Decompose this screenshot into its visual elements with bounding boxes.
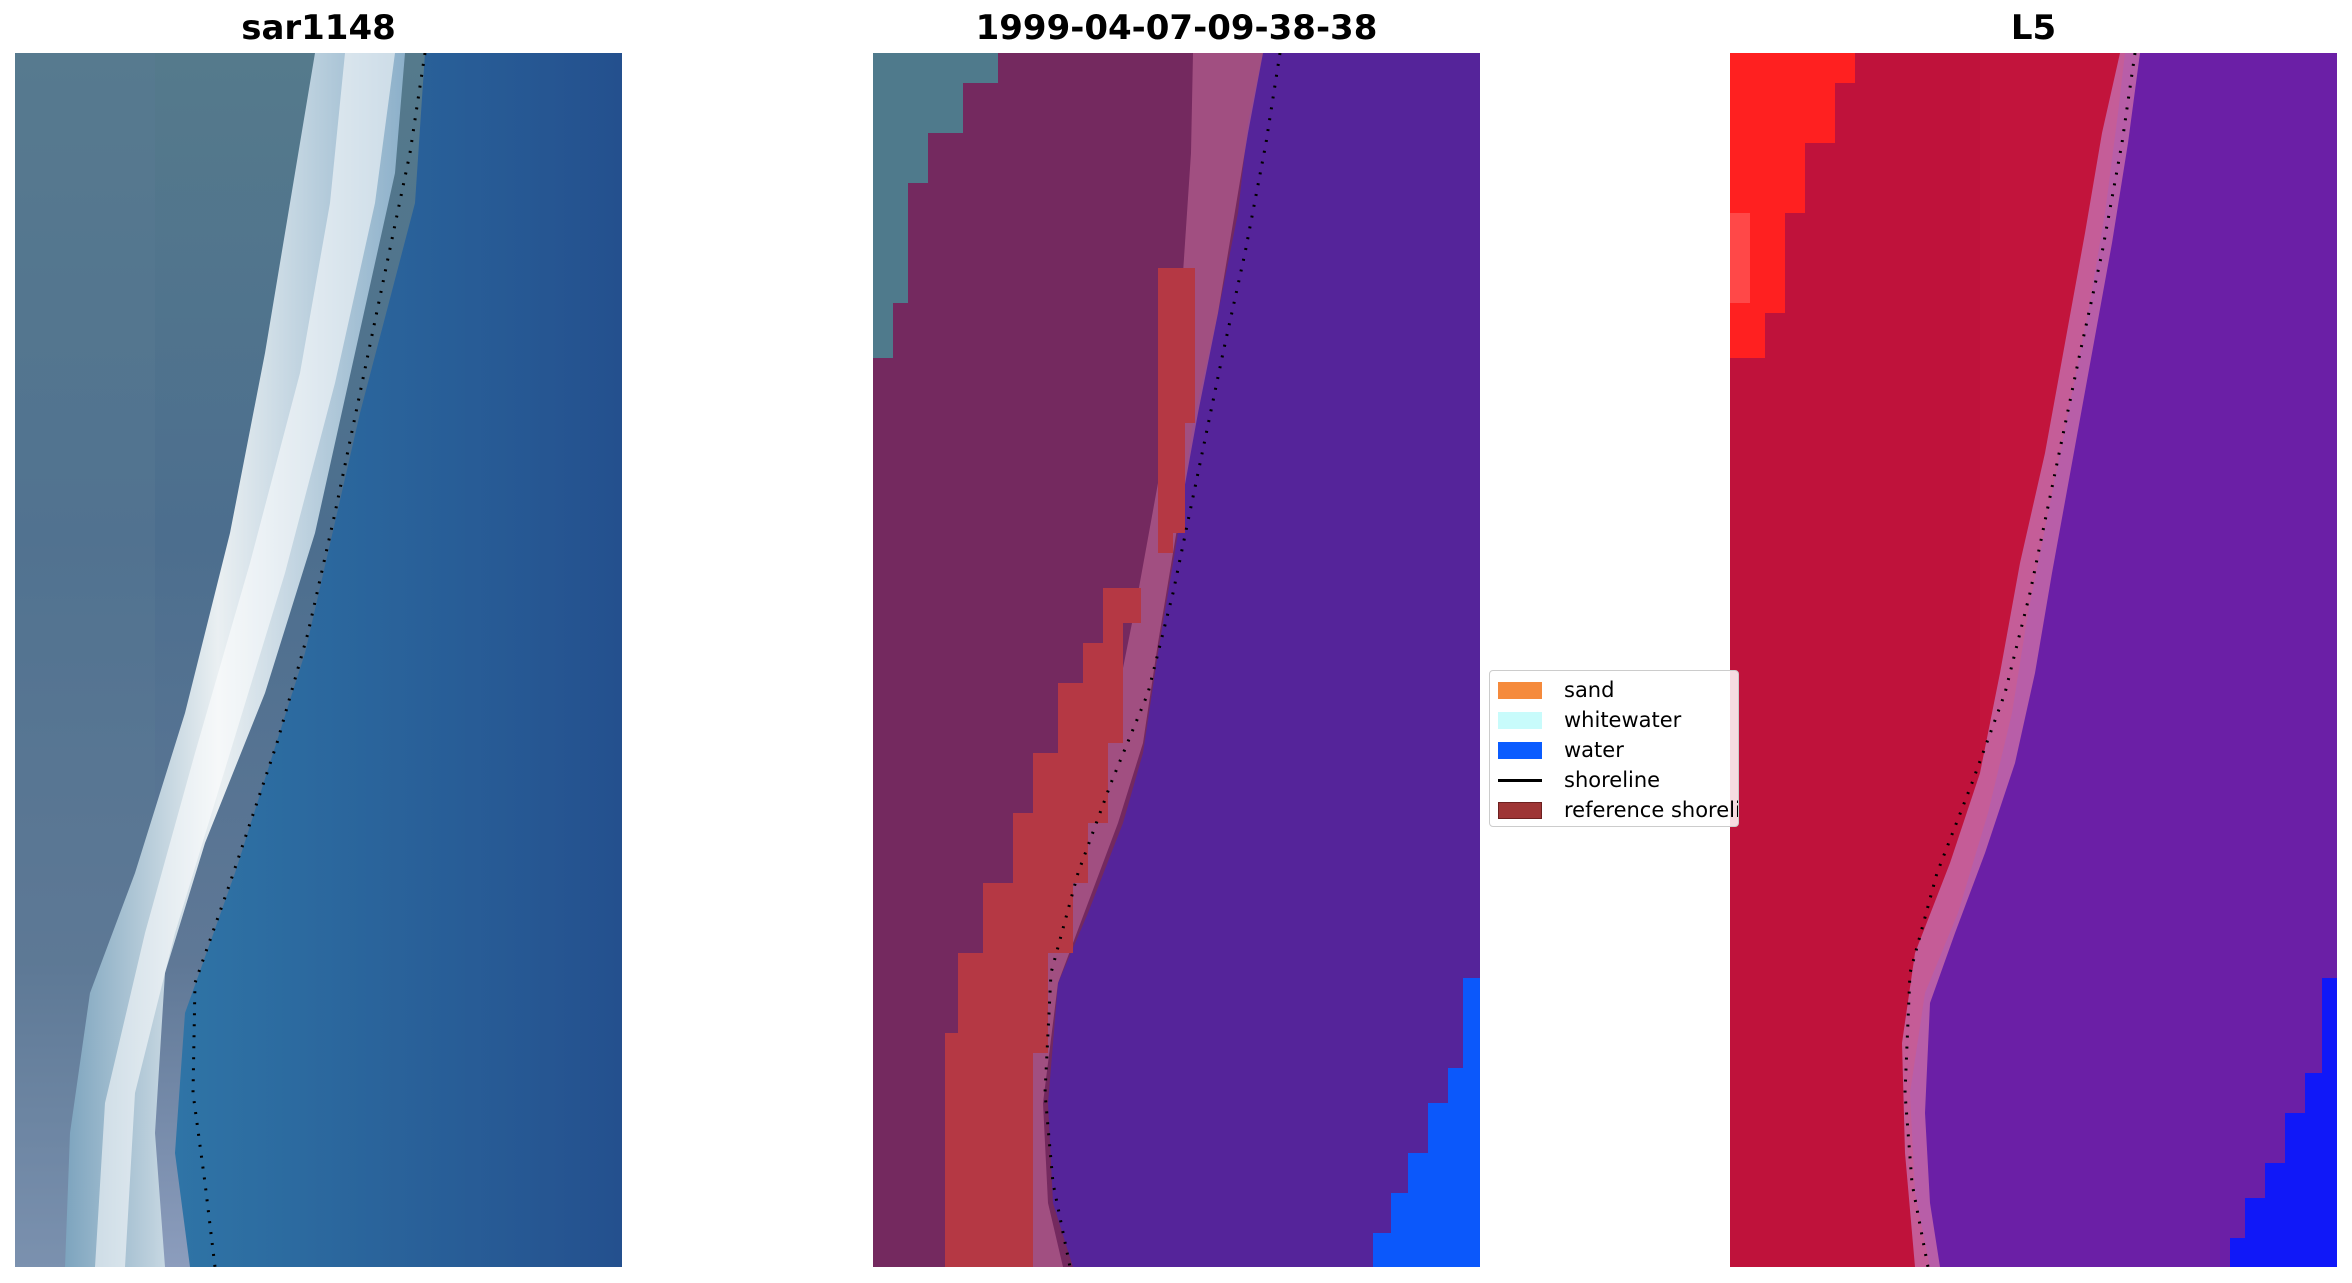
rgb-image-svg bbox=[15, 53, 622, 1267]
legend-label-water: water bbox=[1564, 738, 1624, 762]
sand-swatch-icon bbox=[1498, 682, 1542, 699]
legend-label-reference-shoreline: reference shoreline bbox=[1564, 798, 1738, 822]
reference-band bbox=[945, 588, 1141, 1267]
index-svg bbox=[1730, 53, 2337, 1267]
water-overlay bbox=[1373, 978, 1480, 1267]
panel-index bbox=[1730, 53, 2337, 1267]
legend-label-sand: sand bbox=[1564, 678, 1615, 702]
panel-classification bbox=[873, 53, 1480, 1267]
blue-region bbox=[2230, 978, 2337, 1267]
panel-title-3: L5 bbox=[2010, 8, 2057, 48]
panel-title-1: sar1148 bbox=[241, 8, 396, 48]
legend: sand whitewater water shoreline referenc… bbox=[1489, 670, 1739, 827]
shoreline-line-icon bbox=[1498, 779, 1542, 782]
classification-svg bbox=[873, 53, 1480, 1267]
water-swatch-icon bbox=[1498, 742, 1542, 759]
panel-rgb-image bbox=[15, 53, 622, 1267]
water-index-region bbox=[1910, 53, 2337, 1267]
whitewater-swatch-icon bbox=[1498, 712, 1542, 729]
bright-region bbox=[1730, 53, 1855, 358]
panel-title-2: 1999-04-07-09-38-38 bbox=[975, 8, 1378, 48]
legend-label-shoreline: shoreline bbox=[1564, 768, 1661, 792]
teal-region bbox=[873, 53, 998, 358]
legend-label-whitewater: whitewater bbox=[1564, 708, 1682, 732]
water-region bbox=[1048, 53, 1480, 1267]
reference-shoreline-swatch-icon bbox=[1498, 802, 1542, 819]
